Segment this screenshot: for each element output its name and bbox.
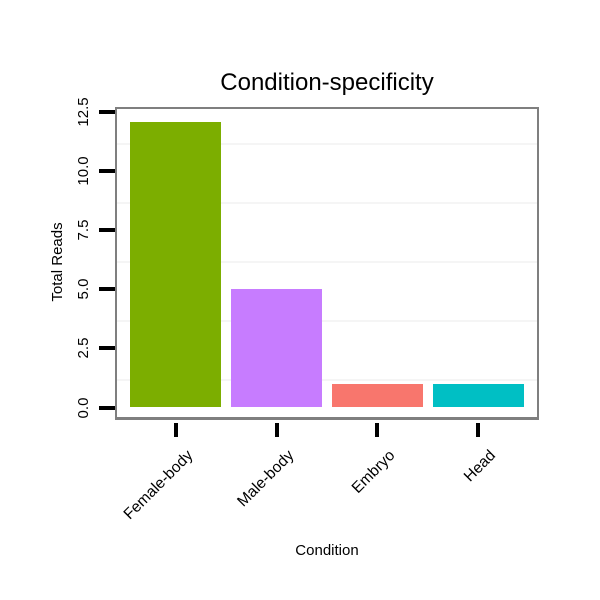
y-axis-tick <box>99 228 115 233</box>
y-axis-tick <box>99 110 115 115</box>
minor-gridline <box>117 201 537 204</box>
y-axis-tick <box>99 169 115 174</box>
x-axis-title: Condition <box>295 542 359 559</box>
bar-head <box>433 383 524 408</box>
y-axis-tick <box>99 287 115 292</box>
plot-panel <box>115 107 539 420</box>
y-axis-tick <box>99 346 115 351</box>
minor-gridline <box>117 260 537 263</box>
bar-male-body <box>231 289 322 408</box>
chart-title: Condition-specificity <box>220 69 434 96</box>
x-axis-tick-label: Embryo <box>348 447 399 497</box>
x-axis-tick <box>173 423 178 437</box>
bar-female-body <box>130 121 221 408</box>
minor-gridline <box>117 142 537 145</box>
minor-gridline <box>117 319 537 322</box>
x-axis-tick <box>375 423 380 437</box>
x-axis-tick <box>476 423 481 437</box>
x-axis-tick-label: Head <box>461 447 500 486</box>
y-axis-tick-label: 12.5 <box>74 97 92 127</box>
x-axis-tick-label: Female-body <box>120 447 197 523</box>
minor-gridline <box>117 378 537 381</box>
y-axis-title: Total Reads <box>48 222 66 302</box>
x-axis-tick <box>274 423 279 437</box>
bar-embryo <box>332 383 423 408</box>
x-axis-tick-label: Male-body <box>234 447 298 511</box>
y-axis-tick <box>99 405 115 410</box>
